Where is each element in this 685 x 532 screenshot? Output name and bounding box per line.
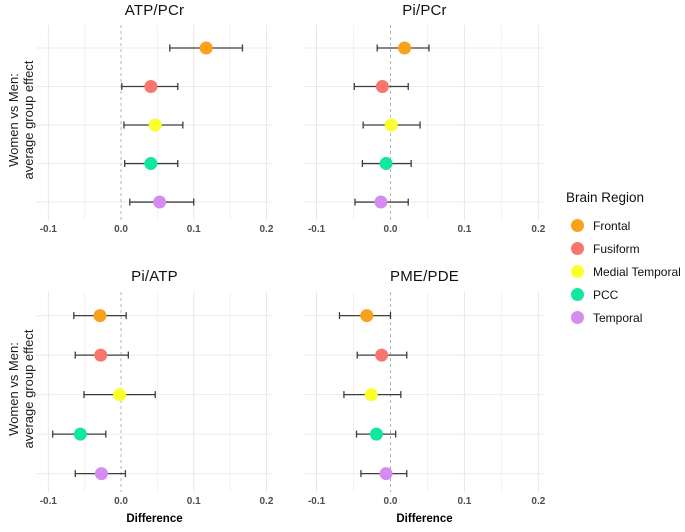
legend-swatch-icon: [571, 242, 584, 255]
data-point-pcc: [144, 157, 158, 171]
data-point-medial-temporal: [384, 118, 398, 132]
legend-swatch-icon: [571, 288, 584, 301]
x-tick-label: -0.1: [307, 496, 326, 507]
x-tick-label: 0.2: [259, 224, 274, 235]
y-axis-label-line1: Women vs Men:: [6, 73, 21, 167]
data-point-pcc: [73, 427, 87, 441]
data-point-fusiform: [144, 80, 158, 94]
panel-title-atp-pcr: ATP/PCr: [124, 2, 185, 19]
y-axis-label-line2: average group effect: [21, 60, 36, 180]
x-axis-label: Difference: [396, 513, 453, 525]
x-tick-label: 0.0: [383, 496, 398, 507]
legend-title: Brain Region: [566, 190, 645, 205]
legend-swatch-icon: [571, 265, 584, 278]
x-tick-label: 0.0: [114, 496, 128, 507]
legend-label: PCC: [593, 287, 619, 302]
data-point-fusiform: [94, 348, 108, 362]
legend-swatch-icon: [571, 311, 584, 324]
legend-item-medial-temporal: Medial Temporal: [566, 260, 681, 283]
panel-pi-atp: [36, 292, 273, 492]
x-tick-label: 0.0: [383, 224, 398, 235]
panel-pi-pcr: [304, 25, 545, 220]
legend-item-temporal: Temporal: [566, 306, 681, 329]
data-point-pcc: [379, 157, 393, 171]
x-tick-label: -0.1: [307, 224, 326, 235]
legend-label: Frontal: [593, 218, 631, 233]
x-tick-label: 0.0: [114, 224, 128, 235]
panel-title-pme-pde: PME/PDE: [390, 268, 459, 285]
x-tick-label: -0.1: [39, 496, 57, 507]
data-point-temporal: [153, 195, 167, 209]
data-point-medial-temporal: [364, 388, 378, 402]
data-point-temporal: [374, 195, 388, 209]
x-tick-label: 0.1: [186, 496, 201, 507]
x-tick-label: 0.1: [186, 224, 201, 235]
data-point-frontal: [93, 309, 107, 323]
data-point-frontal: [199, 41, 213, 55]
data-point-pcc: [369, 427, 383, 441]
y-axis-label-bottom-row: Women vs Men: average group effect: [6, 284, 36, 494]
legend-item-pcc: PCC: [566, 283, 681, 306]
data-point-medial-temporal: [113, 388, 127, 402]
x-tick-label: 0.1: [457, 224, 472, 235]
x-tick-label: 0.2: [531, 496, 546, 507]
data-point-temporal: [379, 467, 393, 481]
legend-label: Fusiform: [593, 241, 640, 256]
data-point-frontal: [360, 309, 374, 323]
x-tick-label: 0.2: [531, 224, 546, 235]
panel-title-pi-atp: Pi/ATP: [131, 268, 178, 285]
legend-label: Medial Temporal: [593, 264, 681, 279]
data-point-frontal: [398, 41, 412, 55]
legend-items: Frontal Fusiform Medial Temporal PCC Tempora…: [566, 214, 681, 329]
data-point-temporal: [94, 467, 108, 481]
y-axis-label-line1: Women vs Men:: [6, 342, 21, 436]
legend: Brain Region Frontal Fusiform Medial Tempo…: [566, 190, 681, 329]
panel-atp-pcr: [36, 25, 273, 220]
panel-pme-pde: [304, 292, 545, 492]
x-axis-label: Difference: [126, 513, 183, 525]
legend-label: Temporal: [593, 310, 643, 325]
y-axis-label-line2: average group effect: [21, 329, 36, 449]
y-axis-label-top-row: Women vs Men: average group effect: [6, 15, 36, 225]
legend-swatch-icon: [571, 219, 584, 232]
data-point-fusiform: [375, 348, 389, 362]
panel-title-pi-pcr: Pi/PCr: [402, 2, 447, 19]
data-point-medial-temporal: [148, 118, 162, 132]
legend-item-frontal: Frontal: [566, 214, 681, 237]
x-tick-label: -0.1: [39, 224, 57, 235]
data-point-fusiform: [375, 80, 389, 94]
legend-item-fusiform: Fusiform: [566, 237, 681, 260]
x-tick-label: 0.2: [259, 496, 274, 507]
x-tick-label: 0.1: [457, 496, 472, 507]
